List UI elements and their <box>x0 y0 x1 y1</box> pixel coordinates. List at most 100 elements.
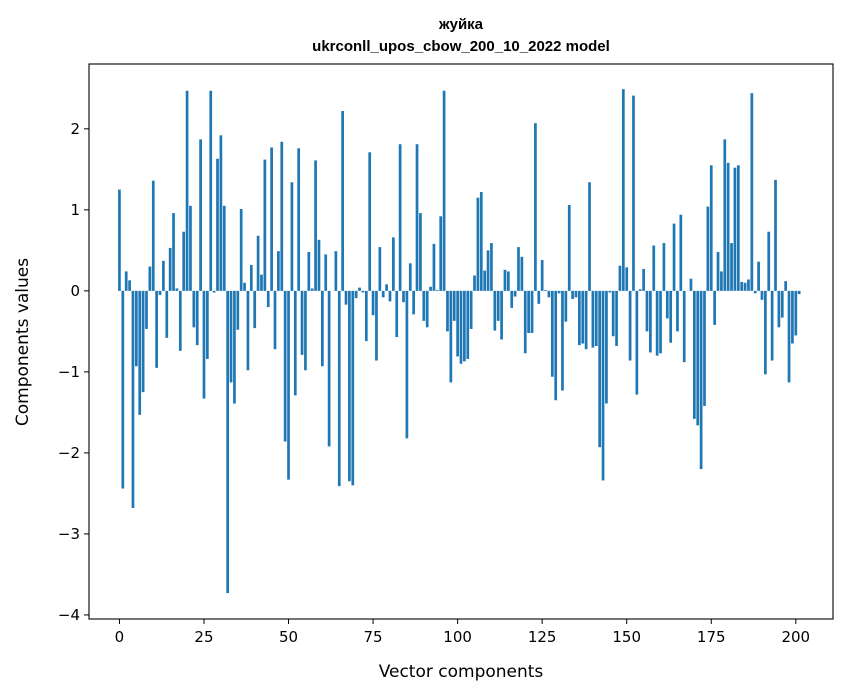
bar <box>435 290 439 291</box>
bar <box>496 290 500 321</box>
bar <box>256 235 260 291</box>
bar <box>439 216 443 291</box>
bar <box>270 147 273 291</box>
bar <box>750 93 754 291</box>
bar <box>141 290 145 393</box>
chart-title: жуйка <box>438 16 484 33</box>
bar <box>537 290 541 304</box>
bar <box>672 223 676 291</box>
bar <box>581 290 585 344</box>
bar <box>327 290 331 447</box>
bar <box>513 290 517 297</box>
plot-frame <box>88 63 834 620</box>
bar <box>222 205 226 291</box>
bar <box>618 265 622 291</box>
bar <box>540 260 544 291</box>
bar <box>588 182 591 291</box>
bars <box>118 89 801 594</box>
bar <box>726 162 730 291</box>
bar <box>131 290 135 508</box>
bar <box>784 281 788 291</box>
bar <box>304 290 307 371</box>
bar <box>699 290 703 470</box>
bar <box>293 290 297 396</box>
bar <box>320 290 324 367</box>
bar <box>547 290 551 298</box>
bar <box>412 290 416 315</box>
x-axis-label: Vector components <box>379 662 544 682</box>
bar <box>706 206 710 291</box>
bar <box>388 290 392 302</box>
bar <box>554 290 558 401</box>
bar <box>236 290 240 330</box>
bar <box>733 167 737 291</box>
x-tick-label: 125 <box>528 628 557 646</box>
bar <box>121 290 125 489</box>
x-tick-label: 50 <box>279 628 298 646</box>
bar <box>172 213 175 291</box>
y-tick-label: −2 <box>58 444 80 462</box>
bar <box>273 290 277 350</box>
bar <box>506 271 510 291</box>
bar <box>517 247 520 291</box>
bar <box>473 275 476 291</box>
bar <box>118 189 121 291</box>
bar <box>696 290 700 426</box>
bar <box>253 290 257 329</box>
y-tick-label: 1 <box>70 201 80 219</box>
bar <box>689 278 693 291</box>
x-tick-label: 75 <box>364 628 383 646</box>
bar <box>297 148 301 291</box>
bar <box>246 290 250 371</box>
bar <box>635 290 639 395</box>
bar <box>594 290 598 346</box>
bar <box>415 144 419 291</box>
bar <box>760 290 764 300</box>
bar <box>310 288 314 291</box>
bar <box>192 290 196 328</box>
bar <box>249 264 253 291</box>
x-tick-label: 175 <box>697 628 726 646</box>
bar <box>266 290 270 308</box>
bar <box>615 290 618 346</box>
bar <box>128 280 131 291</box>
bar <box>361 290 365 293</box>
bar <box>348 290 351 482</box>
bar <box>682 290 686 363</box>
bar <box>287 290 290 480</box>
bar <box>649 290 652 353</box>
bar <box>767 231 771 291</box>
bar <box>392 237 395 291</box>
bar <box>794 290 798 336</box>
y-tick-label: −4 <box>58 606 80 624</box>
bar <box>307 251 311 291</box>
bar <box>611 290 615 337</box>
bar <box>777 290 781 328</box>
bar <box>300 290 304 355</box>
bar <box>662 243 666 291</box>
bar <box>628 290 632 361</box>
bar <box>709 165 713 291</box>
bar <box>625 267 629 291</box>
bar <box>459 290 463 364</box>
bar <box>510 290 514 308</box>
bar <box>138 290 142 415</box>
bar <box>659 290 662 354</box>
bar <box>621 89 625 291</box>
bar <box>534 123 537 291</box>
bar <box>490 243 493 291</box>
y-tick-label: 2 <box>70 120 80 138</box>
bar <box>578 290 581 346</box>
bar <box>216 158 219 291</box>
bar <box>168 247 172 291</box>
bar <box>797 290 801 295</box>
bar <box>317 239 321 291</box>
x-tick-label: 100 <box>443 628 472 646</box>
bar <box>368 152 372 291</box>
bar <box>564 290 568 322</box>
bar <box>676 290 679 332</box>
bar <box>665 290 669 319</box>
y-axis: −4 −3 −2 −1 0 1 2 <box>58 120 89 624</box>
bar <box>520 256 524 291</box>
bar <box>385 284 388 291</box>
